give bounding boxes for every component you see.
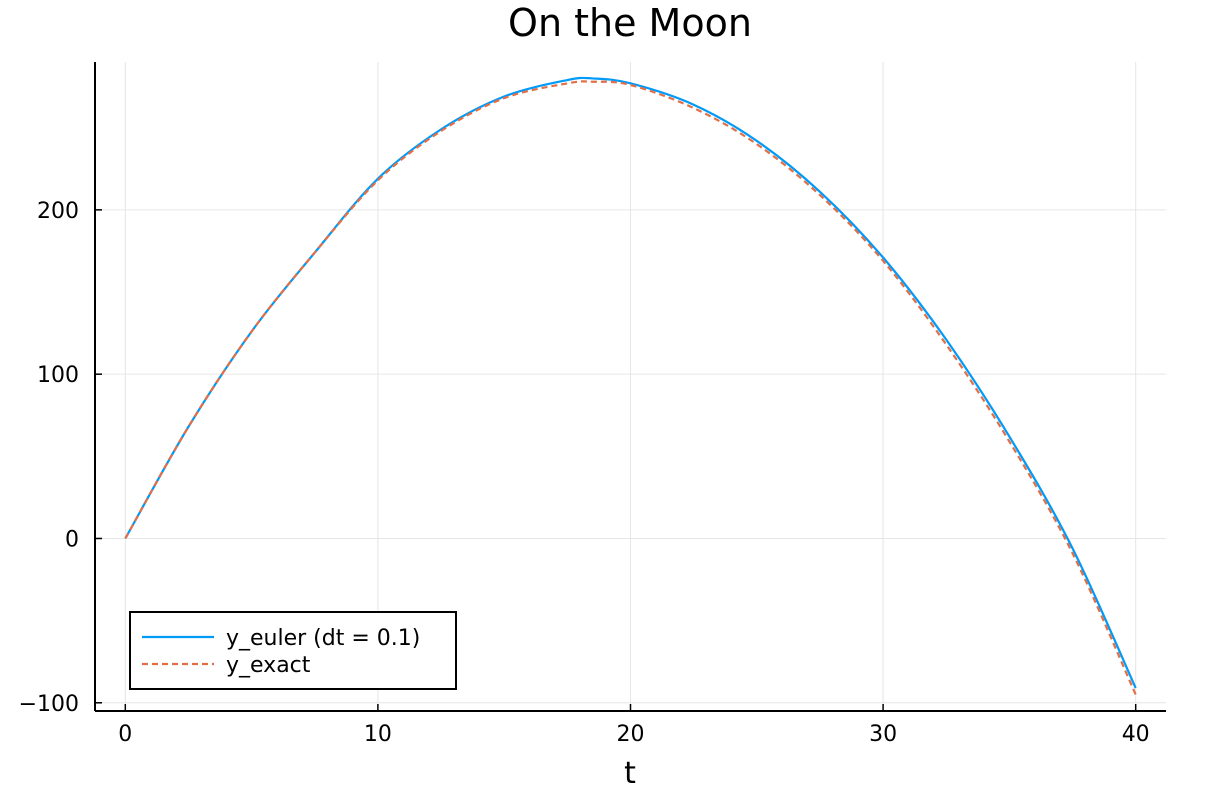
x-axis-label: t <box>624 756 636 791</box>
grid <box>95 62 1166 711</box>
y-tick-label: 0 <box>65 527 79 552</box>
y-tick-label: 100 <box>37 363 79 388</box>
chart-title: On the Moon <box>508 1 752 45</box>
legend-label-exact: y_exact <box>226 653 311 678</box>
x-tick-label: 30 <box>869 722 897 747</box>
plot-area <box>124 76 1137 696</box>
x-tick-label: 40 <box>1122 722 1150 747</box>
legend-box <box>129 611 457 690</box>
x-tick-label: 0 <box>118 722 132 747</box>
series-line-exact <box>124 80 1137 696</box>
y-tick-label: 200 <box>37 199 79 224</box>
x-tick-label: 20 <box>617 722 645 747</box>
axes: 0 10 20 30 40 −100 0 100 200 <box>19 62 1166 747</box>
legend: y_euler (dt = 0.1) y_exact <box>129 611 457 690</box>
y-tick-label: −100 <box>19 692 79 717</box>
x-tick-label: 10 <box>364 722 392 747</box>
legend-label-euler: y_euler (dt = 0.1) <box>226 626 420 651</box>
